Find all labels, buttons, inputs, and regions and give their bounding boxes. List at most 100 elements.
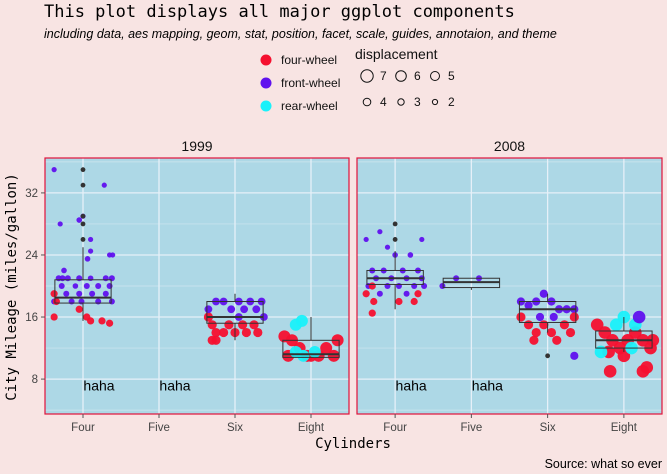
data-point (88, 236, 94, 243)
legend-key-front-wheel (260, 77, 272, 89)
facet-panels: haha haha 1999 haha haha 2008 (44, 138, 663, 415)
data-point (102, 275, 109, 282)
boxplot-outlier (392, 237, 398, 242)
data-point (224, 320, 234, 330)
data-point (535, 312, 545, 322)
color-legend: four-wheel front-wheel rear-wheel (260, 53, 340, 113)
data-point (108, 275, 115, 282)
boxplot-outlier (80, 167, 86, 173)
data-point (253, 327, 263, 338)
data-point (546, 327, 557, 338)
data-point (219, 327, 229, 338)
x-tick-label: Eight (611, 422, 638, 434)
data-point (632, 310, 646, 324)
data-point (95, 283, 102, 289)
data-point (102, 290, 109, 297)
data-point (57, 221, 63, 227)
data-point (524, 301, 533, 310)
data-point (51, 167, 57, 173)
legend-key-four-wheel (260, 54, 272, 66)
data-point (83, 283, 90, 289)
y-axis-label: City Mileage (miles/gallon) (4, 173, 20, 401)
panel-border (44, 157, 350, 415)
data-point (58, 283, 65, 289)
size-legend-key (431, 98, 439, 106)
size-legend-label: 2 (448, 95, 455, 109)
boxplot-outlier (80, 237, 86, 242)
y-tick-label: 16 (25, 312, 38, 324)
data-point (61, 267, 67, 274)
size-legend: displacement 7 6 5 4 3 2 (355, 46, 455, 109)
data-point (539, 320, 549, 330)
data-point (552, 335, 562, 345)
data-point (529, 335, 539, 345)
x-tick-label: Four (71, 422, 95, 434)
data-point (531, 327, 541, 338)
size-legend-label: 3 (414, 95, 421, 109)
data-point (590, 318, 604, 332)
data-point (559, 320, 570, 330)
data-point (110, 252, 116, 258)
data-point (106, 319, 114, 327)
x-tick-label: Six (540, 422, 556, 434)
boxplot-Six (518, 293, 577, 333)
data-point (419, 236, 425, 243)
facet-strip-label: 1999 (181, 138, 212, 154)
chart-title: This plot displays all major ggplot comp… (44, 2, 515, 22)
data-point (87, 317, 95, 325)
data-point (63, 290, 70, 297)
data-point (84, 256, 91, 262)
data-point (439, 283, 446, 289)
data-point (101, 182, 107, 188)
data-point (72, 283, 79, 289)
boxplot-outlier (80, 182, 86, 188)
data-point (88, 248, 94, 254)
y-tick-label: 8 (32, 374, 38, 386)
data-point (594, 345, 608, 359)
size-legend-label: 5 (448, 69, 455, 83)
data-point (297, 349, 310, 362)
data-point (52, 297, 61, 306)
data-point (95, 298, 102, 305)
data-point (384, 244, 391, 250)
legend-label: four-wheel (281, 53, 337, 67)
boxplot-Eight (282, 317, 340, 358)
data-point (76, 275, 83, 282)
y-axis: 8 16 24 32 (25, 188, 45, 386)
x-axis: Four Five Six Eight Four Five Six Eight (71, 414, 638, 434)
data-point (240, 305, 249, 314)
data-point (108, 298, 115, 305)
boxplot-outlier (545, 353, 551, 359)
data-point (64, 275, 71, 282)
data-point (516, 312, 526, 322)
size-legend-key (397, 98, 405, 106)
legend-key-rear-wheel (260, 100, 272, 112)
data-point (609, 318, 623, 332)
data-point (370, 297, 378, 306)
boxplot-Six (206, 293, 264, 341)
boxplot-Four (366, 251, 424, 310)
annotation-text: haha (472, 377, 503, 393)
size-legend-key (360, 69, 374, 83)
data-point (565, 327, 576, 338)
data-point (50, 290, 58, 298)
data-point (598, 326, 612, 339)
x-tick-label: Five (148, 422, 170, 434)
data-point (78, 298, 85, 305)
boxplot-outlier (80, 221, 86, 227)
y-tick-label: 24 (25, 250, 38, 262)
boxplot-box (518, 301, 577, 323)
data-point (414, 290, 422, 298)
data-point (640, 361, 654, 374)
data-point (603, 365, 617, 378)
data-point (539, 289, 548, 298)
data-point (362, 290, 370, 298)
boxplot-Four (54, 247, 112, 321)
data-point (75, 305, 83, 313)
data-point (523, 320, 534, 330)
size-legend-key (395, 70, 407, 82)
data-point (617, 349, 631, 363)
data-point (106, 283, 113, 289)
data-point (368, 309, 376, 317)
x-tick-label: Four (383, 422, 407, 434)
